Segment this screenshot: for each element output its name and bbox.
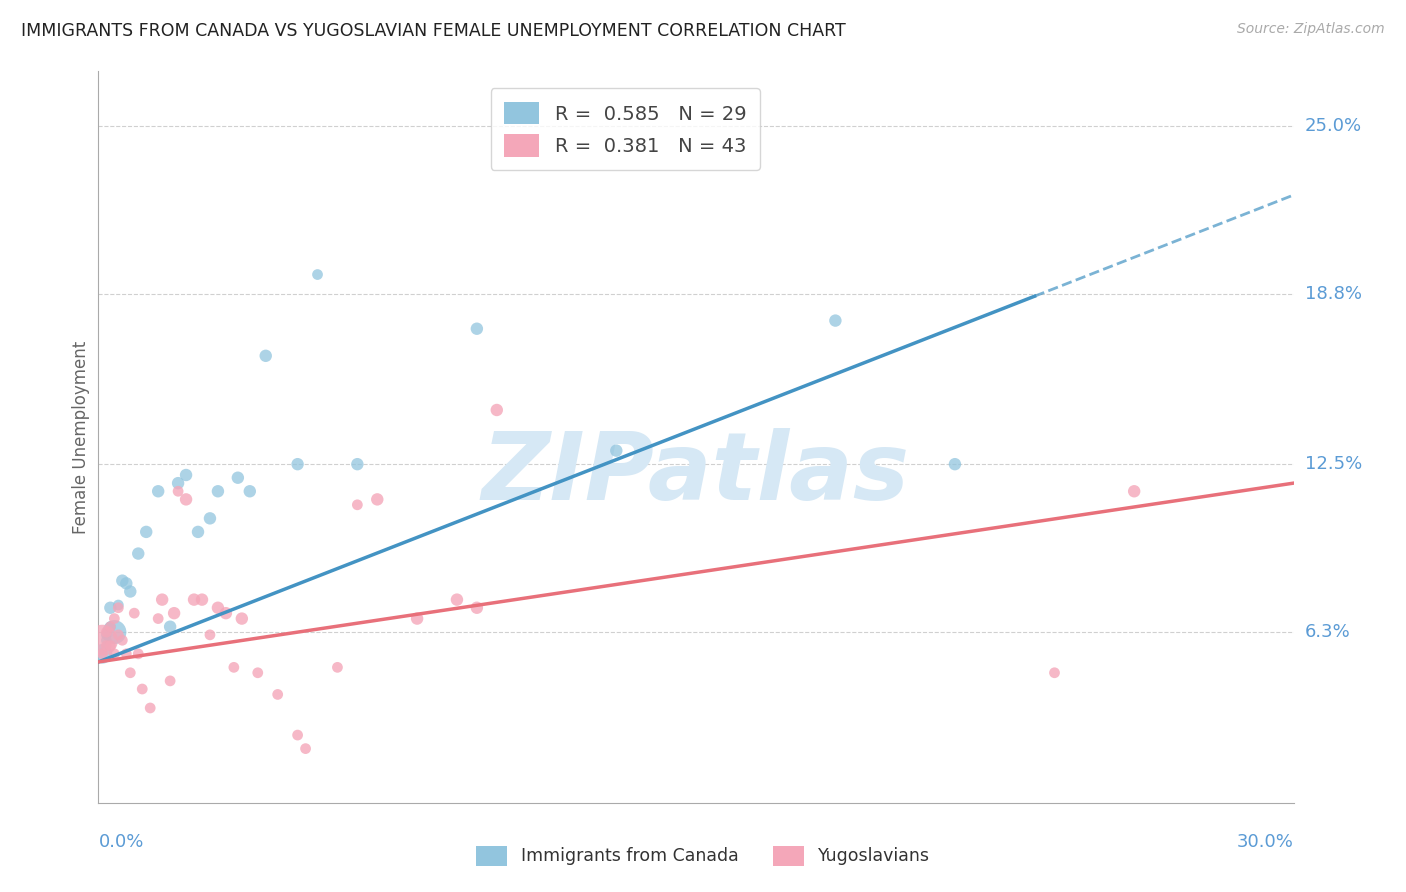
Point [366,492,388,507]
Point [120,665,142,680]
Point [96,625,118,640]
Point [198,511,221,525]
Point [605,443,627,458]
Point [174,492,197,507]
Point [148,611,170,625]
Point [111,633,134,648]
Point [111,574,134,588]
Point [135,524,157,539]
Point [267,688,290,702]
Point [124,606,146,620]
Point [107,598,129,612]
Point [239,484,262,499]
Point [1123,484,1146,499]
Text: IMMIGRANTS FROM CANADA VS YUGOSLAVIAN FEMALE UNEMPLOYMENT CORRELATION CHART: IMMIGRANTS FROM CANADA VS YUGOSLAVIAN FE… [21,22,846,40]
Text: 18.8%: 18.8% [1305,285,1361,302]
Point [246,665,269,680]
Point [163,606,186,620]
Point [107,600,129,615]
Point [287,728,309,742]
Point [103,647,125,661]
Text: 25.0%: 25.0% [1305,117,1362,135]
Point [824,313,846,327]
Point [183,592,205,607]
Point [91,633,114,648]
Point [226,471,249,485]
Point [115,576,138,591]
Point [103,625,125,640]
Point [465,322,488,336]
Point [254,349,277,363]
Point [98,639,122,653]
Y-axis label: Female Unemployment: Female Unemployment [72,341,90,533]
Point [98,600,122,615]
Point [943,457,966,471]
Point [406,611,429,625]
Point [326,660,349,674]
Point [127,647,149,661]
Point [96,628,118,642]
Point [96,633,118,648]
Text: 12.5%: 12.5% [1305,455,1362,473]
Point [96,639,118,653]
Point [191,592,214,607]
Point [98,620,122,634]
Point [103,611,125,625]
Legend: R =  0.585   N = 29, R =  0.381   N = 43: R = 0.585 N = 29, R = 0.381 N = 43 [491,88,761,170]
Point [198,628,221,642]
Point [174,468,197,483]
Text: 30.0%: 30.0% [1237,833,1294,851]
Point [139,701,162,715]
Point [159,620,181,634]
Point [222,660,245,674]
Point [207,484,229,499]
Point [307,268,329,282]
Point [1043,665,1066,680]
Point [207,600,229,615]
Point [127,547,149,561]
Text: 0.0%: 0.0% [98,833,143,851]
Text: ZIPatlas: ZIPatlas [482,427,910,520]
Point [91,647,114,661]
Point [231,611,253,625]
Point [131,681,153,696]
Point [287,457,309,471]
Point [167,484,190,499]
Point [98,620,122,634]
Point [150,592,173,607]
Point [485,403,508,417]
Point [120,584,142,599]
Point [159,673,181,688]
Point [346,457,368,471]
Point [148,484,170,499]
Point [167,476,190,491]
Text: Source: ZipAtlas.com: Source: ZipAtlas.com [1237,22,1385,37]
Point [107,628,129,642]
Text: 6.3%: 6.3% [1305,624,1350,641]
Point [215,606,238,620]
Point [465,600,488,615]
Point [91,647,114,661]
Point [187,524,209,539]
Point [346,498,368,512]
Point [115,647,138,661]
Legend: Immigrants from Canada, Yugoslavians: Immigrants from Canada, Yugoslavians [467,837,939,874]
Point [446,592,468,607]
Point [294,741,316,756]
